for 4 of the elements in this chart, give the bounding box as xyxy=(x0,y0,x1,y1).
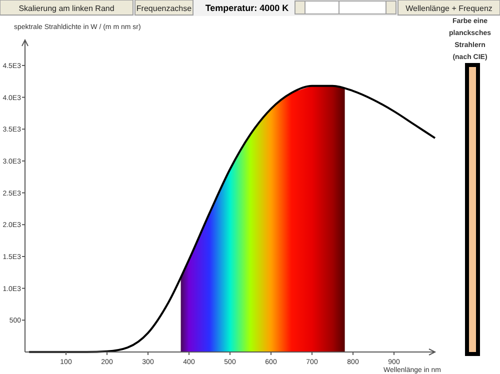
chart-title: Temperatur: 4000 K xyxy=(205,3,290,13)
button: Wellenlänge + Frequenz xyxy=(398,0,500,16)
line-series xyxy=(28,84,436,353)
button: Frequenzachse xyxy=(134,0,194,16)
